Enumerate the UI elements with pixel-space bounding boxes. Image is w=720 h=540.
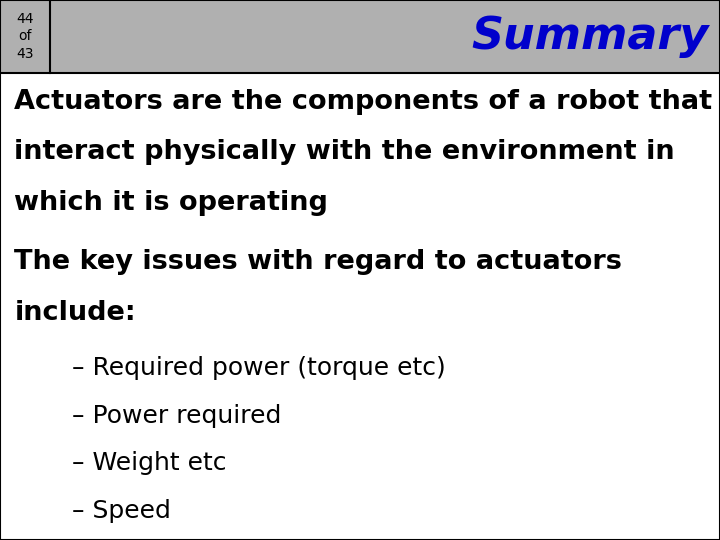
Text: include:: include: — [14, 300, 136, 326]
Text: – Power required: – Power required — [72, 404, 282, 428]
Text: Actuators are the components of a robot that: Actuators are the components of a robot … — [14, 89, 713, 115]
Text: – Speed: – Speed — [72, 499, 171, 523]
FancyBboxPatch shape — [0, 0, 720, 73]
Text: 44
of
43: 44 of 43 — [17, 12, 34, 60]
Text: The key issues with regard to actuators: The key issues with regard to actuators — [14, 249, 622, 275]
Text: – Required power (torque etc): – Required power (torque etc) — [72, 356, 446, 380]
Text: Summary: Summary — [472, 15, 709, 58]
Text: interact physically with the environment in: interact physically with the environment… — [14, 139, 675, 165]
Text: – Weight etc: – Weight etc — [72, 451, 227, 475]
Text: which it is operating: which it is operating — [14, 190, 328, 215]
